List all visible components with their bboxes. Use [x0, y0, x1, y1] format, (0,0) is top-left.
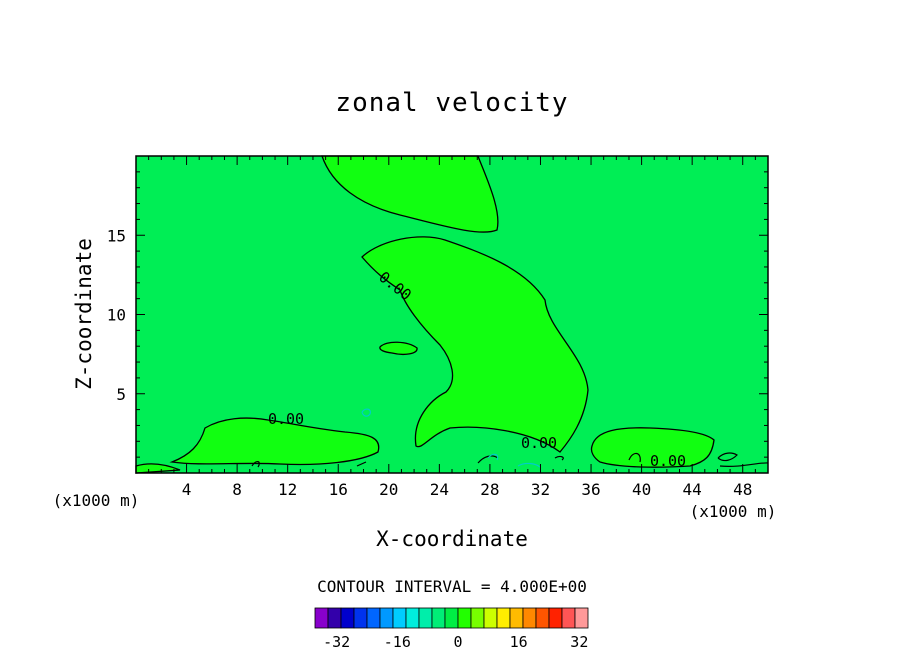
colorbar-swatch [418, 607, 433, 629]
x-tick-label: 48 [733, 480, 752, 499]
x-tick-label: 4 [182, 480, 192, 499]
x-unit-right: (x1000 m) [690, 502, 777, 521]
x-axis-label: X-coordinate [376, 527, 528, 551]
contour-fragment [477, 455, 499, 464]
x-tick-label: 40 [632, 480, 651, 499]
colorbar-swatch [327, 607, 342, 629]
x-tick-label: 32 [531, 480, 550, 499]
colorbar-swatch [548, 607, 563, 629]
negative-contour [487, 453, 499, 461]
contour-fragment [251, 461, 260, 468]
colorbar-swatch [314, 607, 329, 629]
contour-fragment [356, 461, 367, 467]
colorbar-tick-label: -16 [384, 633, 411, 651]
colorbar-swatch [535, 607, 550, 629]
x-tick-label: 8 [232, 480, 242, 499]
colorbar-swatch [561, 607, 576, 629]
y-tick-label: 15 [107, 226, 126, 245]
zero-contours [135, 155, 769, 474]
colorbar-swatch [340, 607, 355, 629]
x-unit-left: (x1000 m) [53, 491, 140, 510]
colorbar-swatch [392, 607, 407, 629]
x-tick-label: 36 [581, 480, 600, 499]
zero-contour-line [379, 341, 418, 355]
contour-fragment [554, 455, 564, 461]
positive-region [362, 236, 588, 452]
y-tick-label: 5 [116, 385, 126, 404]
contour-label: 0.00 [268, 410, 304, 428]
axis-ticks [136, 156, 768, 473]
colorbar-swatch [405, 607, 420, 629]
colorbar-tick-labels: -32 -16 0 16 32 [323, 633, 588, 651]
colorbar [314, 607, 589, 629]
contour-label: 0.00 [650, 452, 686, 470]
x-tick-label: 20 [379, 480, 398, 499]
y-axis-label: Z-coordinate [72, 238, 96, 390]
colorbar-swatch [366, 607, 381, 629]
negative-contour [361, 408, 371, 417]
negative-contour [517, 462, 541, 468]
zero-contour-line [321, 155, 499, 233]
colorbar-swatch [574, 607, 589, 629]
positive-region [379, 342, 418, 355]
zero-contour-line [361, 236, 589, 453]
zero-contour-line [590, 427, 715, 468]
x-tick-label: 16 [329, 480, 348, 499]
contour-fragment [719, 462, 769, 468]
contour-fragment [628, 452, 641, 463]
colorbar-swatch [522, 607, 537, 629]
x-tick-label: 24 [430, 480, 449, 499]
colorbar-swatch [457, 607, 472, 629]
x-tick-label: 12 [278, 480, 297, 499]
positive-region [591, 427, 714, 468]
y-tick-label: 10 [107, 306, 126, 325]
positive-region [172, 418, 379, 465]
contour-fragment [717, 452, 738, 462]
colorbar-swatch [509, 607, 524, 629]
colorbar-swatch [470, 607, 485, 629]
positive-regions [136, 156, 714, 473]
chart-title: zonal velocity [335, 88, 569, 118]
colorbar-swatch [431, 607, 446, 629]
colorbar-tick-label: -32 [323, 633, 350, 651]
colorbar-tick-label: 16 [510, 633, 528, 651]
positive-region [322, 156, 498, 233]
colorbar-swatch [444, 607, 459, 629]
contour-interval-label: CONTOUR INTERVAL = 4.000E+00 [317, 577, 587, 596]
colorbar-swatch [496, 607, 511, 629]
contour-label: 0.00 [521, 434, 557, 452]
colorbar-tick-label: 32 [570, 633, 588, 651]
x-tick-label: 44 [683, 480, 702, 499]
zero-contour-line [135, 463, 181, 474]
zero-contour-line [169, 417, 380, 466]
colorbar-tick-label: 0 [453, 633, 462, 651]
colorbar-swatch [379, 607, 394, 629]
colorbar-swatch [353, 607, 368, 629]
x-tick-label: 28 [480, 480, 499, 499]
colorbar-swatch [483, 607, 498, 629]
